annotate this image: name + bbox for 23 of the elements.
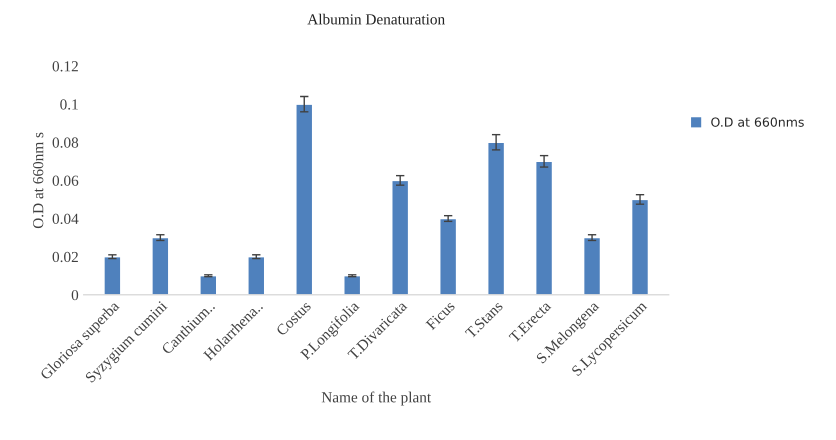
x-axis-title: Name of the plant — [322, 392, 432, 406]
y-tick-label: 0.02 — [52, 252, 78, 262]
y-axis-title: O.D at 660nm s — [33, 132, 44, 228]
bar — [247, 256, 266, 295]
y-tick-label: 0 — [72, 290, 78, 300]
y-tick-label: 0.06 — [52, 176, 78, 186]
y-tick-label: 0.1 — [60, 99, 78, 110]
bar — [343, 275, 362, 295]
bar — [151, 236, 170, 295]
bar — [582, 236, 602, 295]
bar — [295, 103, 314, 295]
y-tick-label: 0.12 — [52, 61, 78, 72]
bar — [534, 160, 554, 295]
bar — [391, 180, 410, 295]
bar — [439, 218, 458, 295]
y-tick-label: 0.08 — [52, 137, 78, 148]
bar — [199, 275, 218, 295]
y-tick-label: 0.04 — [52, 214, 78, 224]
chart-title: Albumin Denaturation — [307, 14, 445, 24]
bar — [103, 256, 122, 295]
bar — [487, 142, 506, 295]
legend-label: O.D at 660nms — [711, 117, 804, 127]
bar — [630, 198, 650, 295]
